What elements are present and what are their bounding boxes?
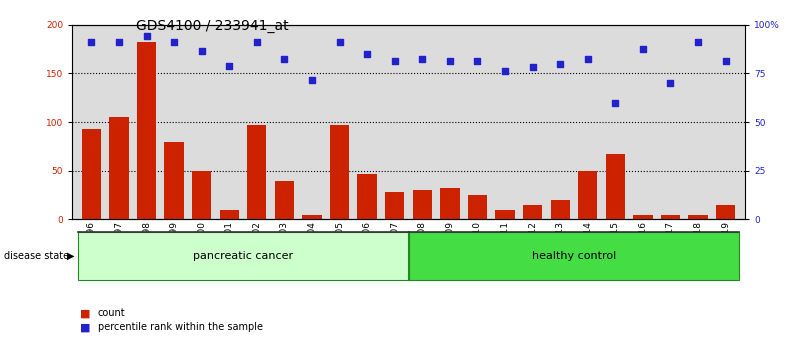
Point [167, 40, 180, 45]
Point [609, 100, 622, 105]
Point [444, 58, 457, 64]
Point [360, 51, 373, 57]
Point [333, 40, 346, 45]
Bar [164, 142, 183, 219]
Bar [385, 192, 405, 219]
Text: disease state: disease state [4, 251, 69, 261]
Point [85, 40, 98, 45]
Point [306, 78, 319, 83]
Bar [495, 210, 515, 219]
Point [719, 58, 732, 64]
Bar [275, 181, 294, 219]
Point [251, 40, 264, 45]
Bar [192, 171, 211, 219]
Point [278, 56, 291, 62]
Text: GDS4100 / 233941_at: GDS4100 / 233941_at [136, 19, 289, 34]
Text: percentile rank within the sample: percentile rank within the sample [98, 322, 263, 332]
Text: pancreatic cancer: pancreatic cancer [193, 251, 293, 261]
Point [664, 80, 677, 86]
Point [526, 64, 539, 69]
Bar [413, 190, 432, 219]
Bar [82, 129, 101, 219]
Point [637, 46, 650, 52]
Bar [248, 125, 267, 219]
Bar [330, 125, 349, 219]
Point [582, 56, 594, 62]
Text: ▶: ▶ [66, 251, 74, 261]
Point [416, 56, 429, 62]
Bar [137, 42, 156, 219]
Bar [468, 195, 487, 219]
Bar [606, 154, 625, 219]
Text: ■: ■ [80, 322, 91, 332]
Point [113, 40, 126, 45]
Bar [550, 200, 570, 219]
Point [471, 58, 484, 64]
Bar [109, 117, 129, 219]
Bar [634, 215, 653, 219]
Point [140, 34, 153, 39]
Point [195, 48, 208, 54]
Point [388, 58, 401, 64]
Point [553, 61, 566, 67]
Bar [716, 205, 735, 219]
Text: ■: ■ [80, 308, 91, 318]
Bar [441, 188, 460, 219]
Text: count: count [98, 308, 125, 318]
Point [223, 63, 235, 68]
Text: healthy control: healthy control [532, 251, 616, 261]
Bar [302, 215, 322, 219]
Bar [523, 205, 542, 219]
Bar [219, 210, 239, 219]
Bar [357, 174, 376, 219]
Bar [661, 215, 680, 219]
Point [498, 68, 511, 73]
Bar [578, 171, 598, 219]
Bar [688, 215, 708, 219]
Point [691, 40, 704, 45]
